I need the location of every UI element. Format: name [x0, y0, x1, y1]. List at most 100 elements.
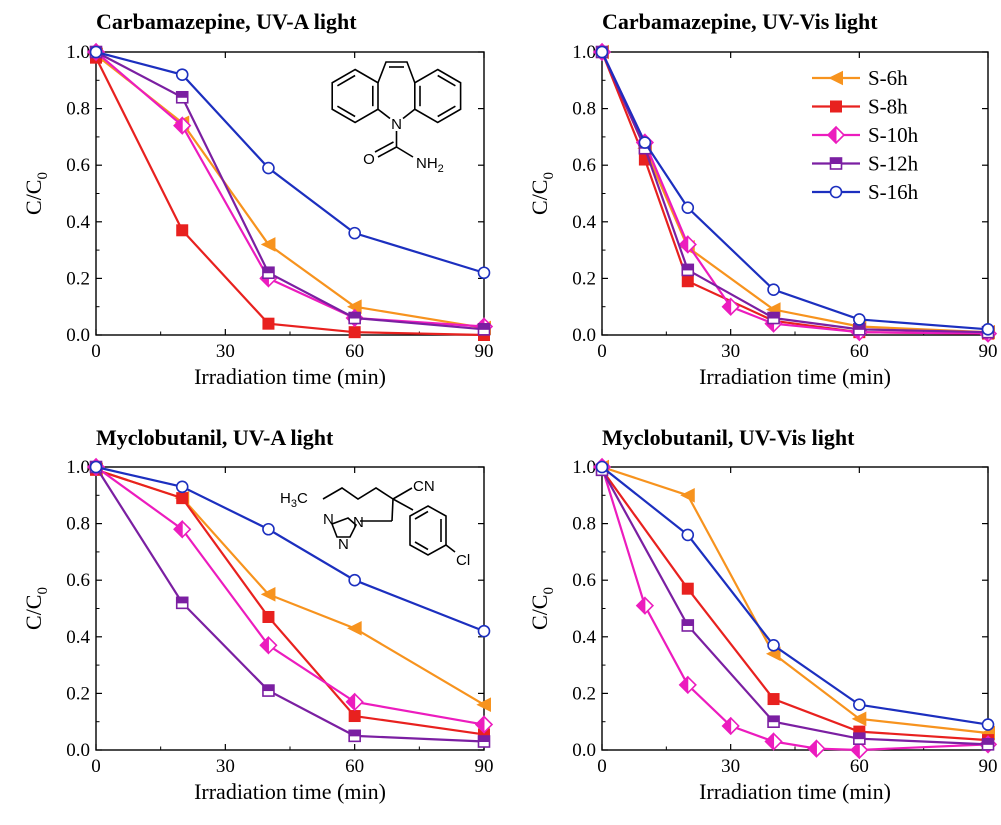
bond	[437, 105, 456, 118]
data-point-fill	[262, 684, 275, 692]
data-point	[681, 619, 695, 632]
oxygen-label: O	[363, 151, 375, 168]
x-axis-label: Irradiation time (min)	[699, 779, 891, 804]
bond	[414, 510, 429, 520]
data-point-fill	[681, 619, 694, 626]
y-axis-label: C/C0	[21, 587, 51, 630]
triazole-n1-label: N	[353, 514, 364, 531]
y-axis-label-main: C/C	[527, 595, 552, 630]
y-tick-label: 0.6	[572, 570, 596, 591]
data-point-fill	[807, 739, 817, 758]
y-tick-label: 1.0	[572, 42, 596, 63]
bond	[437, 74, 456, 87]
y-tick-label: 0.8	[572, 514, 596, 535]
amine-nh: NH	[416, 155, 438, 172]
data-point	[638, 136, 652, 149]
chlorophenyl-ring	[409, 505, 447, 556]
series-line	[600, 51, 989, 334]
carbonyl-bond	[374, 141, 394, 153]
data-point	[348, 311, 361, 325]
series-s-8h	[90, 51, 490, 341]
data-point	[681, 582, 694, 595]
carbamazepine-structure	[331, 61, 462, 158]
nitrogen-label: N	[391, 116, 402, 133]
data-point	[175, 480, 189, 494]
triazole-n-bottom-label: N	[338, 536, 349, 553]
series-s-16h	[89, 45, 491, 280]
data-point-fill	[982, 738, 994, 745]
data-point-fill	[478, 735, 490, 743]
data-point	[767, 311, 780, 325]
legend-entry-s-10h: S-10h	[812, 123, 919, 147]
aryl-bond	[392, 498, 414, 511]
data-point	[680, 487, 695, 503]
y-tick-label: 1.0	[66, 457, 90, 478]
bond	[377, 108, 391, 120]
legend-label: S-10h	[868, 123, 919, 147]
bond	[336, 74, 356, 87]
data-point	[260, 237, 276, 252]
data-point	[262, 522, 275, 536]
series-s-8h	[596, 46, 994, 340]
x-tick-label: 90	[475, 341, 494, 362]
y-tick-label: 0.4	[572, 627, 596, 648]
data-point	[767, 693, 780, 706]
x-tick-label: 30	[216, 756, 235, 777]
y-tick-label: 0.0	[572, 325, 596, 346]
y-tick-label: 0.6	[572, 155, 596, 176]
legend: S-6h S-8h S-10h S-12h S-16h	[812, 66, 919, 204]
x-tick-label: 30	[721, 341, 740, 362]
y-axis-label: C/C0	[21, 172, 51, 215]
data-point-fill	[173, 520, 183, 539]
data-point	[175, 90, 189, 104]
data-point	[981, 738, 995, 751]
y-axis-label: C/C0	[527, 587, 557, 630]
series-s-8h	[596, 463, 994, 747]
data-point-fill	[721, 297, 732, 316]
series-line	[95, 53, 485, 330]
y-tick-label: 0.2	[66, 268, 90, 289]
data-point-fill	[679, 235, 689, 254]
data-point	[175, 596, 189, 610]
data-point	[721, 716, 740, 736]
nitrile-label: CN	[413, 478, 435, 495]
bond	[336, 105, 356, 118]
x-tick-label: 60	[850, 341, 869, 362]
data-point	[678, 675, 697, 695]
data-point	[850, 740, 869, 760]
legend-marker	[829, 185, 843, 199]
data-point	[260, 587, 276, 602]
data-point	[767, 283, 780, 297]
y-tick-label: 1.0	[66, 42, 90, 63]
legend-label: S-8h	[868, 95, 908, 119]
panel-title: Carbamazepine, UV-A light	[96, 9, 357, 34]
data-point	[678, 235, 697, 254]
data-point	[595, 45, 609, 59]
data-point-fill	[176, 91, 189, 98]
data-point-fill	[721, 716, 732, 736]
triazole-n-label: N	[323, 511, 334, 528]
legend-label: S-16h	[868, 180, 919, 204]
legend-entry-s-16h: S-16h	[812, 180, 919, 204]
x-tick-label: 0	[597, 756, 607, 777]
data-point	[767, 638, 780, 652]
methylene-bond	[391, 498, 394, 522]
data-point-fill	[478, 323, 490, 330]
chlorine-label: Cl	[456, 552, 470, 569]
triazole-ring	[330, 517, 357, 538]
data-point	[767, 715, 780, 729]
series-s-12h	[89, 45, 491, 336]
data-point-fill	[850, 740, 860, 760]
legend-label: S-6h	[868, 66, 908, 90]
y-tick-label: 0.0	[66, 740, 90, 761]
x-tick-label: 0	[91, 341, 101, 362]
data-point	[262, 266, 275, 280]
methyl-subscript: 3	[291, 498, 297, 510]
y-axis-label-subscript: 0	[35, 172, 51, 180]
methyl-label: H3C	[280, 490, 308, 510]
x-tick-label: 60	[850, 756, 869, 777]
methyl-c: C	[297, 490, 308, 507]
